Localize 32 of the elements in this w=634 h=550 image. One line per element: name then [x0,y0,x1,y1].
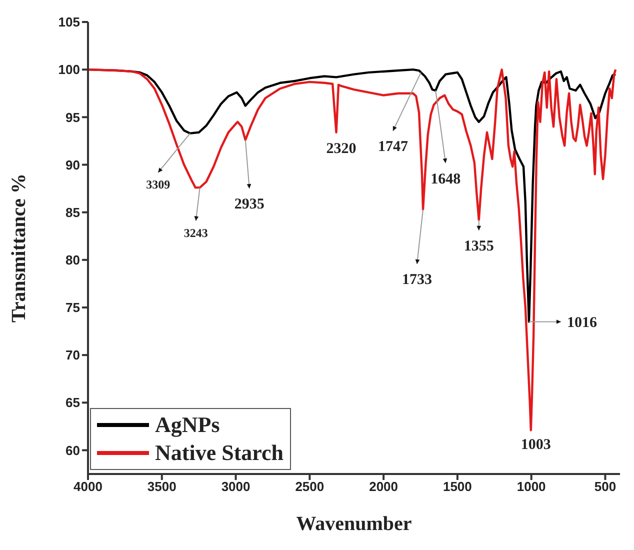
y-tick-label: 90 [66,157,80,172]
y-tick-label: 60 [66,442,80,458]
annotation: 1733 [402,272,432,288]
annotation: 1003 [520,436,551,453]
y-tick-label: 95 [66,110,80,125]
y-tick-label: 75 [66,300,80,316]
x-tick-label: 3500 [147,479,176,494]
annotation: 3309 [146,178,170,192]
x-tick-label: 1000 [516,479,546,494]
annotation: 2320 [326,141,356,158]
x-axis-title: Wavenumber [296,513,412,536]
x-tick-label: 2000 [369,479,398,494]
x-tick-label: 4000 [74,479,102,494]
annotation: 1747 [378,139,408,156]
y-tick-label: 85 [66,204,80,220]
legend-label: AgNPs [155,412,220,438]
annotation: 1355 [464,238,494,255]
y-tick-label: 70 [66,348,80,363]
y-tick-label: 65 [66,395,80,410]
annotation: 1016 [566,314,598,331]
annotation: 2935 [234,196,264,213]
x-tick-label: 500 [594,479,616,494]
annotation: 3243 [184,226,208,240]
x-tick-label: 1500 [442,479,472,494]
annotation: 1648 [430,171,461,188]
y-tick-label: 100 [58,62,80,78]
y-tick-label: 80 [66,252,80,268]
legend-label: Native Starch [155,440,284,466]
y-axis-title: Transmittance % [8,173,30,323]
y-tick-label: 105 [58,14,80,30]
x-tick-label: 3000 [221,479,250,494]
x-tick-label: 2500 [295,479,324,494]
